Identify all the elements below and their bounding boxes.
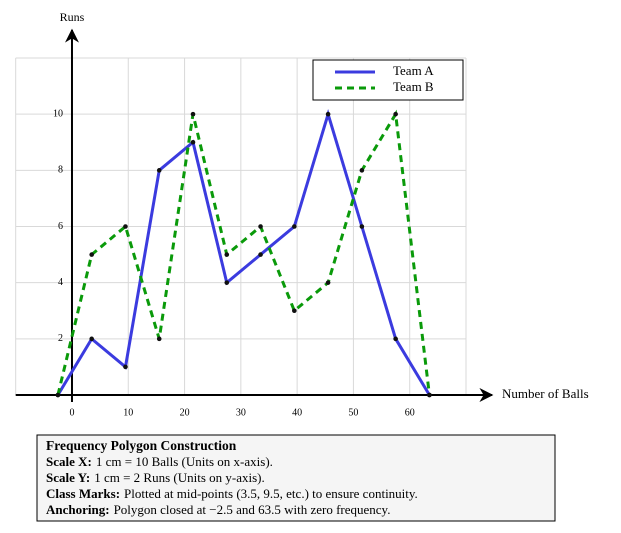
y-tick-label: 8 [58, 165, 63, 176]
data-point [292, 308, 297, 314]
note-label: Class Marks: [46, 486, 120, 501]
data-point [55, 392, 61, 398]
data-point [89, 336, 94, 342]
note-label: Scale X: [46, 454, 92, 469]
data-point [258, 252, 263, 257]
data-point [123, 364, 128, 370]
note-title: Frequency Polygon Construction [46, 438, 237, 453]
data-point [393, 336, 398, 342]
y-tick-label: 6 [58, 221, 63, 232]
x-tick-label: 10 [123, 407, 133, 418]
data-point [359, 224, 365, 229]
note-box [36, 434, 556, 522]
x-tick-label: 30 [236, 407, 246, 418]
note-text: Polygon closed at −2.5 and 63.5 with zer… [114, 502, 391, 517]
x-tick-label: 60 [405, 407, 415, 418]
data-point [224, 252, 230, 257]
x-tick-label: 0 [69, 407, 74, 418]
x-tick-label: 50 [348, 407, 358, 418]
data-point [292, 224, 297, 229]
data-point [156, 168, 162, 173]
data-point [190, 111, 196, 117]
series-line [56, 109, 431, 396]
note-text: 1 cm = 2 Runs (Units on y-axis). [94, 470, 265, 485]
data-point [393, 111, 398, 117]
y-tick-label: 4 [58, 277, 63, 288]
data-point [156, 336, 162, 342]
note-label: Anchoring: [46, 502, 110, 517]
legend-label: Team A [393, 63, 434, 78]
series-line [56, 108, 431, 396]
data-point [427, 392, 432, 398]
x-axis-label: Number of Balls [502, 386, 589, 401]
note-text: 1 cm = 10 Balls (Units on x-axis). [96, 454, 273, 469]
note-line: Scale X: 1 cm = 10 Balls (Units on x-axis… [46, 454, 273, 469]
data-point [123, 224, 128, 229]
note-label: Scale Y: [46, 470, 90, 485]
legend-label: Team B [393, 79, 434, 94]
legend-box [312, 59, 464, 101]
data-point [190, 139, 196, 145]
note-line: Scale Y: 1 cm = 2 Runs (Units on y-axis). [46, 470, 265, 485]
x-tick-label: 40 [292, 407, 302, 418]
y-axis-label: Runs [60, 10, 85, 24]
x-tick-label: 20 [180, 407, 190, 418]
data-point [258, 224, 263, 229]
note-text: Plotted at mid-points (3.5, 9.5, etc.) t… [124, 486, 418, 501]
note-line: Class Marks: Plotted at mid-points (3.5, … [46, 486, 418, 501]
data-point [89, 252, 94, 257]
y-tick-label: 10 [53, 108, 63, 119]
y-tick-label: 2 [58, 333, 63, 344]
data-point [325, 111, 331, 117]
data-point [224, 280, 230, 285]
data-point [325, 280, 331, 285]
note-line: Anchoring: Polygon closed at −2.5 and 63.… [46, 502, 390, 517]
data-point [359, 168, 365, 173]
